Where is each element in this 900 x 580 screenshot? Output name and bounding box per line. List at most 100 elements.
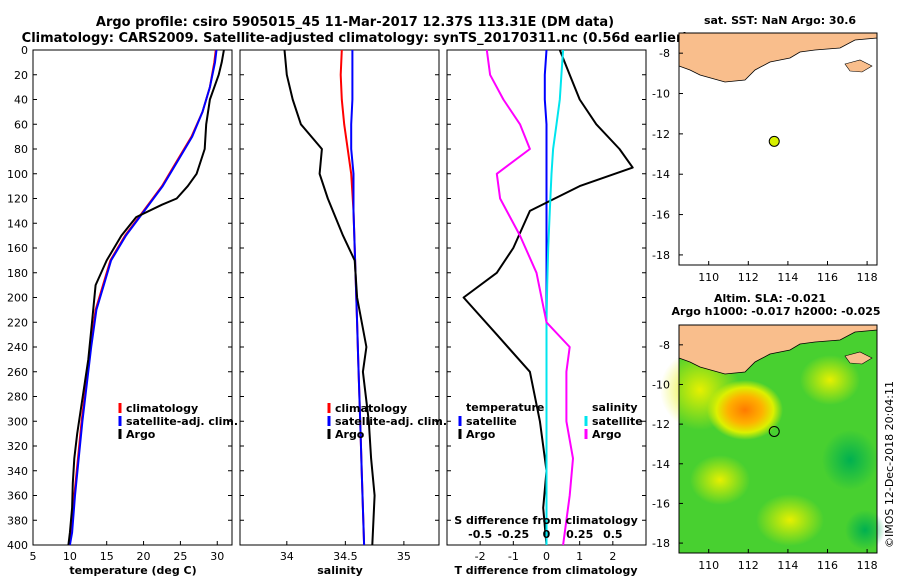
sla-lat-ticks: -8 -10 -12 -14 -16 -18	[652, 339, 683, 550]
s-diff-tick-label: -0.5	[468, 528, 492, 541]
lon-tick-label: 112	[738, 271, 759, 284]
legend-argo: Argo	[335, 428, 365, 441]
legend-t-argo: Argo	[466, 428, 496, 441]
sst-map-frame	[678, 32, 878, 266]
lon-tick-label: 118	[857, 559, 878, 572]
lat-tick-label: -14	[652, 168, 670, 181]
legend-t-satellite: satellite	[466, 415, 517, 428]
lat-tick-label: -8	[659, 47, 670, 60]
temperature-panel-frame	[32, 49, 233, 546]
series-satellite-salinity	[545, 49, 565, 545]
depth-tick-label: 0	[21, 44, 28, 57]
series-climatology	[68, 49, 217, 546]
header-line-2: Climatology: CARS2009. Satellite-adjuste…	[22, 31, 689, 46]
difference-legend: temperature salinity satellite Argo sate…	[454, 401, 642, 541]
legend-argo: Argo	[126, 428, 156, 441]
depth-tick-label: 320	[7, 440, 28, 453]
salinity-xlabel: salinity	[317, 564, 363, 577]
series-argo-salinity	[485, 49, 574, 546]
depth-tick-label: 180	[7, 267, 28, 280]
depth-tick-label: 380	[7, 514, 28, 527]
salinity-panel-frame	[239, 49, 440, 546]
difference-xticks: -2 -1 0 1 2	[475, 541, 616, 563]
x-tick-label: 20	[137, 550, 151, 563]
lat-tick-label: -16	[652, 209, 670, 222]
depth-tick-label: 60	[14, 118, 28, 131]
legend-temperature-title: temperature	[466, 401, 544, 414]
legend-climatology: climatology	[335, 402, 407, 415]
lon-tick-label: 114	[777, 271, 798, 284]
x-tick-label: 1	[576, 550, 583, 563]
x-tick-label: -2	[475, 550, 486, 563]
legend-s-satellite: satellite	[592, 415, 643, 428]
sla-anomaly-low	[845, 510, 885, 550]
x-tick-label: 10	[63, 550, 77, 563]
temperature-legend: climatology satellite-adj. clim. Argo	[118, 402, 238, 441]
sla-lon-ticks: 110 112 114 116 118	[698, 549, 878, 572]
depth-tick-label: 40	[14, 94, 28, 107]
sla-map: -8 -10 -12 -14 -16 -18 110 112 114 116 118	[652, 324, 885, 572]
temperature-xlabel: temperature (deg C)	[69, 564, 196, 577]
sla-map-island	[844, 351, 873, 365]
sst-lat-ticks: -8 -10 -12 -14 -16 -18	[652, 47, 683, 262]
depth-tick-label: 80	[14, 143, 28, 156]
difference-xlabel: T difference from climatology	[454, 564, 637, 577]
lon-tick-label: 110	[698, 559, 719, 572]
lat-tick-label: -8	[659, 339, 670, 352]
depth-tick-label: 20	[14, 69, 28, 82]
series-argo-temperature	[462, 49, 634, 546]
s-diff-tick-label: -0.25	[497, 528, 529, 541]
depth-tick-label: 300	[7, 415, 28, 428]
sla-map-frame	[678, 324, 878, 554]
depth-axis: 0 20 40 60 80 100 120 140 160 180 200 220 240 260 280 3…	[7, 44, 646, 552]
x-tick-label: 2	[609, 550, 616, 563]
temperature-xticks: 5 10 15 20 25 30	[30, 541, 224, 563]
header-line-1: Argo profile: csiro 5905015_45 11-Mar-20…	[96, 15, 614, 30]
depth-tick-label: 160	[7, 242, 28, 255]
lat-tick-label: -10	[652, 378, 670, 391]
salinity-xticks: 34 34.5 35	[280, 541, 411, 563]
legend-satellite-adj: satellite-adj. clim.	[126, 415, 238, 428]
argo-position-marker	[768, 135, 780, 147]
lat-tick-label: -12	[652, 418, 670, 431]
s-diff-tick-label: 0.25	[566, 528, 593, 541]
argo-position-ring	[768, 425, 780, 437]
depth-tick-label: 280	[7, 391, 28, 404]
lat-tick-label: -18	[652, 249, 670, 262]
x-tick-label: 34.5	[333, 550, 358, 563]
depth-tick-label: 220	[7, 316, 28, 329]
x-tick-label: 0	[543, 550, 550, 563]
lon-tick-label: 118	[857, 271, 878, 284]
sla-map-land	[678, 324, 878, 375]
sla-anomaly	[756, 494, 824, 546]
lon-tick-label: 110	[698, 271, 719, 284]
s-difference-ticks: -0.5 -0.25 0 0.25 0.5	[468, 528, 622, 541]
depth-tick-label: 120	[7, 193, 28, 206]
sst-map-land	[678, 32, 878, 83]
difference-series	[462, 49, 634, 546]
depth-tick-label: 140	[7, 217, 28, 230]
lat-tick-label: -12	[652, 128, 670, 141]
salinity-legend: climatology satellite-adj. clim. Argo	[327, 402, 447, 441]
sla-anomaly-high	[707, 380, 783, 440]
sst-map-island	[844, 59, 873, 73]
s-diff-tick-label: 0	[543, 528, 551, 541]
depth-tick-label: 100	[7, 168, 28, 181]
sla-anomaly	[800, 355, 860, 405]
x-tick-label: 15	[100, 550, 114, 563]
sla-map-subtitle: Argo h1000: -0.017 h2000: -0.025	[671, 305, 880, 318]
depth-tick-label: 400	[7, 539, 28, 552]
series-satellite-adj-clim	[68, 49, 218, 546]
s-diff-tick-label: 0.5	[603, 528, 623, 541]
lat-tick-label: -16	[652, 497, 670, 510]
sla-anomaly-low	[822, 430, 878, 490]
series-argo	[283, 49, 376, 546]
x-tick-label: 35	[397, 550, 411, 563]
legend-salinity-title: salinity	[592, 401, 638, 414]
legend-s-argo: Argo	[592, 428, 622, 441]
sla-anomaly	[690, 455, 750, 505]
depth-tick-label: 360	[7, 490, 28, 503]
x-tick-label: 25	[173, 550, 187, 563]
lat-tick-label: -18	[652, 537, 670, 550]
